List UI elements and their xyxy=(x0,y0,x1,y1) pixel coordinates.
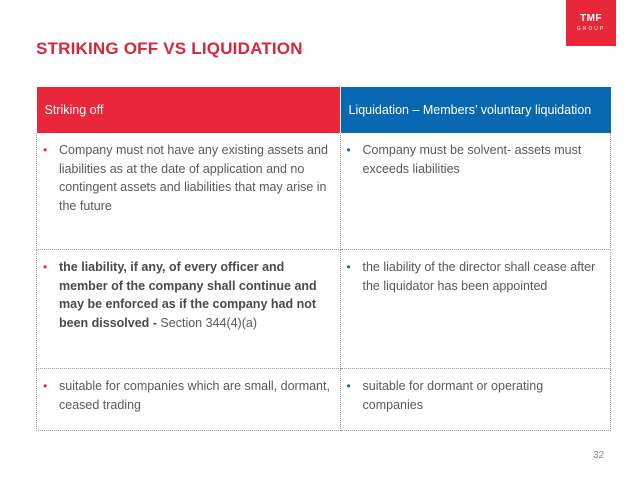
list-item: • the liability of the director shall ce… xyxy=(347,258,603,295)
slide-title: STRIKING OFF VS LIQUIDATION xyxy=(36,39,303,58)
cell-text: the liability of the director shall ceas… xyxy=(362,260,596,293)
tmf-logo: TMF GROUP xyxy=(566,0,616,46)
cell-text: the liability, if any, of every officer … xyxy=(59,260,317,330)
cell-liquidation: • Company must be solvent- assets must e… xyxy=(340,133,611,250)
list-item: • suitable for companies which are small… xyxy=(43,377,332,414)
page-number: 32 xyxy=(593,450,605,461)
list-item: • the liability, if any, of every office… xyxy=(43,258,332,332)
list-item: • Company must not have any existing ass… xyxy=(43,141,332,215)
cell-text: suitable for dormant or operating compan… xyxy=(362,379,544,412)
logo-subtext: GROUP xyxy=(576,26,606,32)
bullet-icon: • xyxy=(346,260,351,274)
table-header-row: Striking off Liquidation – Members’ volu… xyxy=(36,87,611,133)
list-item: • suitable for dormant or operating comp… xyxy=(347,377,603,414)
cell-striking-off: • the liability, if any, of every office… xyxy=(36,249,341,369)
cell-striking-off: • suitable for companies which are small… xyxy=(36,368,341,431)
cell-striking-off: • Company must not have any existing ass… xyxy=(36,133,341,250)
cell-text: Company must be solvent- assets must exc… xyxy=(362,143,582,176)
bullet-icon: • xyxy=(346,143,351,157)
header-liquidation: Liquidation – Members’ voluntary liquida… xyxy=(339,87,611,133)
list-item: • Company must be solvent- assets must e… xyxy=(347,141,603,178)
comparison-table: Striking off Liquidation – Members’ volu… xyxy=(36,87,611,431)
bullet-icon: • xyxy=(43,379,48,393)
header-striking-off: Striking off xyxy=(36,87,340,133)
table-row: • the liability, if any, of every office… xyxy=(36,249,611,369)
table-row: • suitable for companies which are small… xyxy=(36,368,611,431)
bullet-icon: • xyxy=(346,379,351,393)
cell-liquidation: • suitable for dormant or operating comp… xyxy=(340,368,611,431)
cell-text: suitable for companies which are small, … xyxy=(59,379,330,412)
bullet-icon: • xyxy=(43,143,48,157)
table-row: • Company must not have any existing ass… xyxy=(36,133,611,250)
cell-text: Company must not have any existing asset… xyxy=(59,143,328,213)
cell-liquidation: • the liability of the director shall ce… xyxy=(340,249,611,369)
logo-text: TMF xyxy=(579,13,603,24)
bullet-icon: • xyxy=(43,260,48,274)
